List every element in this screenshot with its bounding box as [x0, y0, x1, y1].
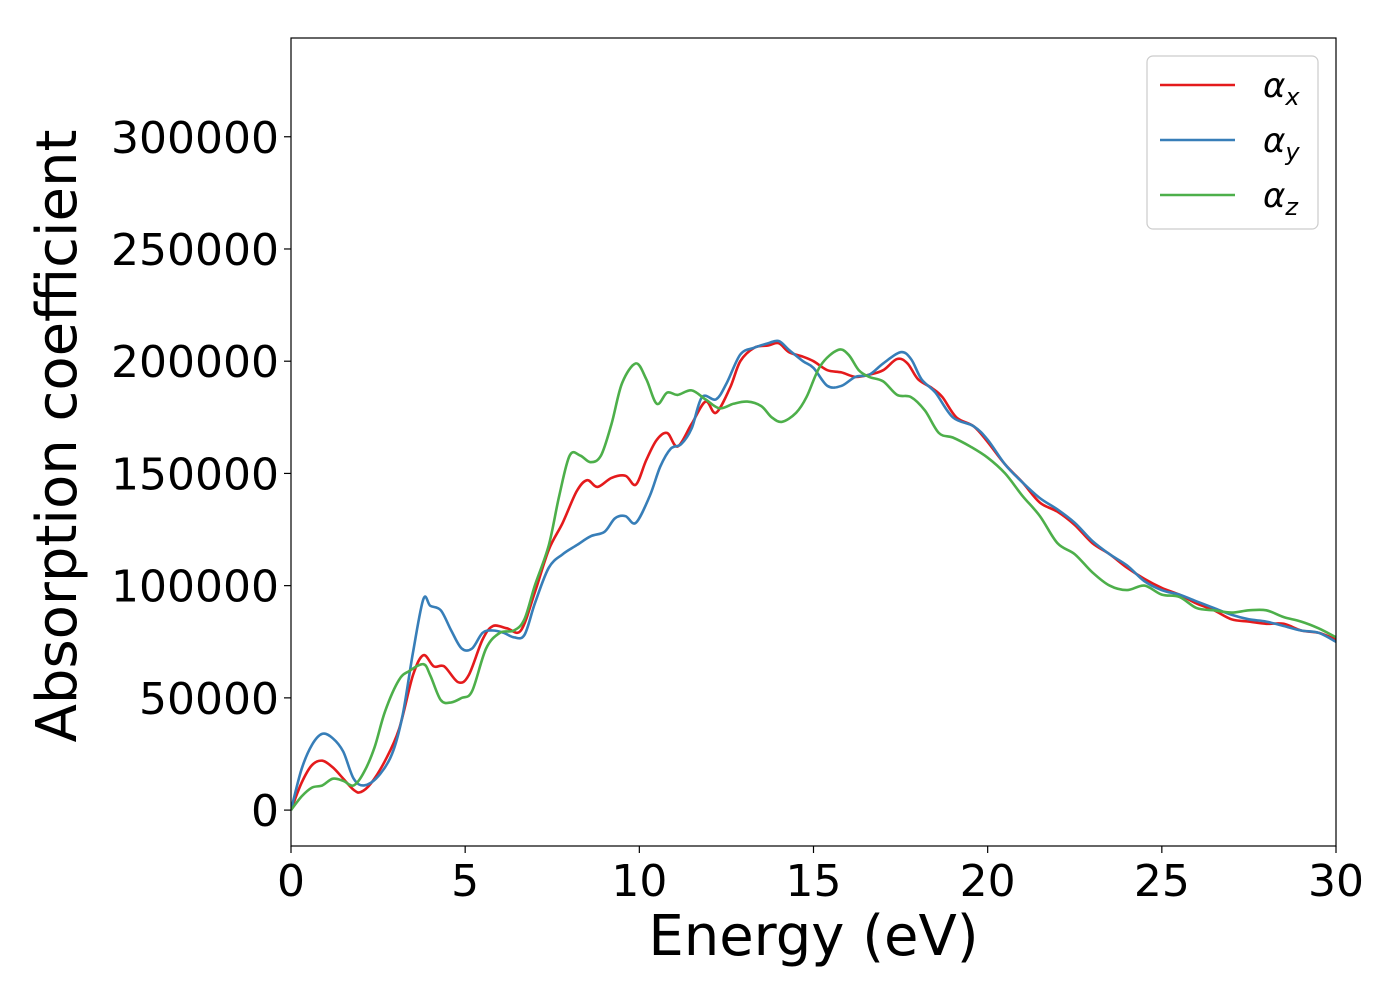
x-tick-label: 15	[786, 856, 842, 907]
series-layer	[291, 339, 1336, 811]
x-axis-title: Energy (eV)	[648, 904, 978, 969]
x-tick-label: 5	[451, 856, 479, 907]
y-tick-label: 150000	[111, 449, 279, 500]
y-axis-ticks: 0 50000 100000 150000 200000 250000 300000	[111, 113, 291, 837]
y-axis-title: Absorption coefficient	[25, 130, 90, 743]
series-line-z	[291, 348, 1336, 811]
x-tick-label: 20	[960, 856, 1016, 907]
y-tick-label: 0	[251, 786, 279, 837]
series-line-x	[291, 341, 1336, 811]
series-line-y	[291, 339, 1336, 811]
y-tick-label: 200000	[111, 337, 279, 388]
legend: αx αy αz	[1146, 55, 1319, 230]
x-tick-label: 0	[277, 856, 305, 907]
y-tick-label: 300000	[111, 113, 279, 164]
x-tick-label: 10	[611, 856, 667, 907]
legend-label-y: αy	[1263, 121, 1300, 166]
x-tick-label: 25	[1134, 856, 1190, 907]
y-tick-label: 250000	[111, 225, 279, 276]
x-axis-ticks: 0 5 10 15 20 25 30	[277, 846, 1364, 907]
legend-box	[1146, 55, 1319, 230]
y-tick-label: 50000	[139, 674, 279, 725]
y-tick-label: 100000	[111, 562, 279, 613]
x-tick-label: 30	[1308, 856, 1364, 907]
legend-label-z: αz	[1263, 176, 1299, 221]
legend-label-x: αx	[1263, 66, 1300, 111]
